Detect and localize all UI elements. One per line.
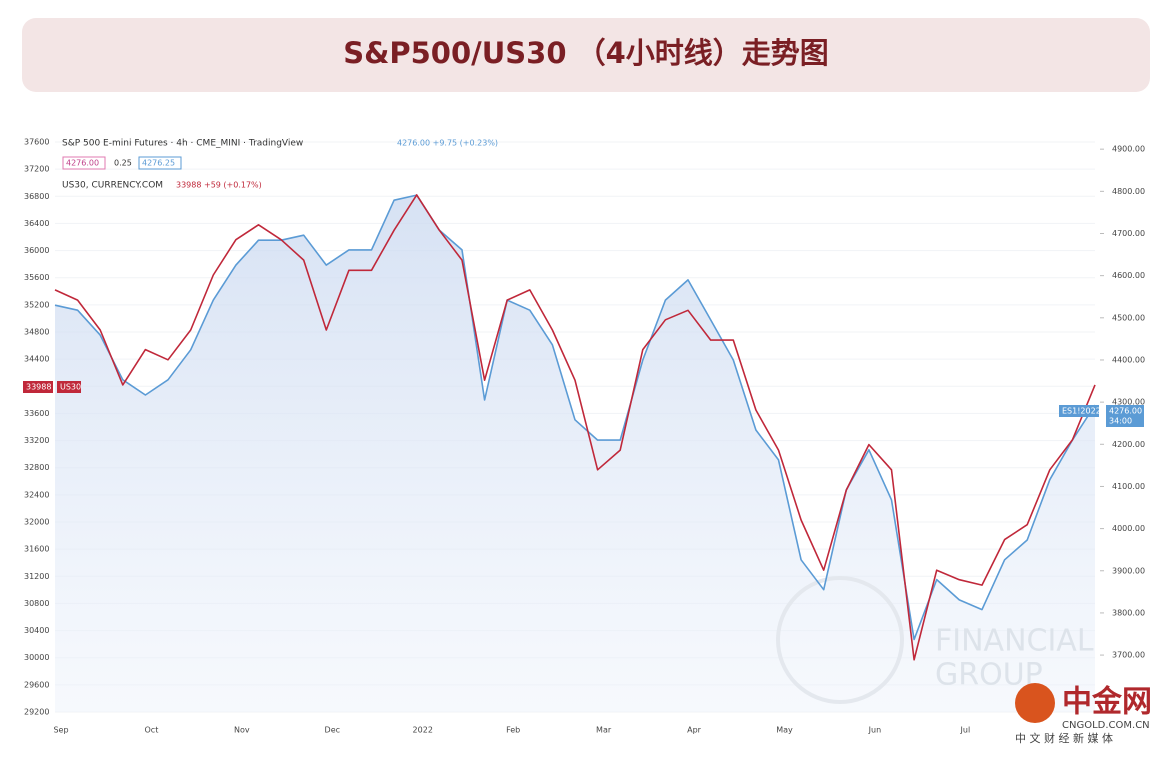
price-tag [23,381,53,393]
y-tick-label: 37600 [24,138,49,147]
price-tag [57,381,81,393]
y-tick-label: 29600 [24,680,49,689]
y-tick-label: 30400 [24,626,49,635]
legend-entry: S&P 500 E-mini Futures · 4h · CME_MINI ·… [62,139,303,149]
brand-tagline: 中 文 财 经 新 媒 体 [1015,731,1113,745]
annotation: 4276.00 [66,159,99,168]
y2-tick-label: 4400.00 [1112,355,1145,364]
x-tick-label: Oct [145,726,159,735]
header-box [22,18,1150,92]
y2-tick-label: 4000.00 [1112,524,1145,533]
y-tick-label: 32800 [24,463,49,472]
annotation: 4276.00 +9.75 (+0.23%) [397,139,498,148]
y-tick-label: 36000 [24,246,49,255]
annotation: 33988 [26,383,51,392]
y-tick-label: 29200 [24,708,49,717]
x-tick-label: Nov [234,726,250,735]
y-tick-label: 30800 [24,599,49,608]
annotation: 33988 +59 (+0.17%) [176,181,262,190]
y-tick-label: 32000 [24,518,49,527]
y2-tick-label: 4200.00 [1112,440,1145,449]
y-tick-label: 33200 [24,436,49,445]
annotation: 0.25 [114,159,132,168]
x-tick-label: Jul [960,726,971,735]
price-tag [1106,405,1144,417]
y2-tick-label: 4900.00 [1112,145,1145,154]
price-tag [1059,405,1099,417]
annotation: US30 [60,383,81,392]
x-tick-label: Dec [325,726,340,735]
brand-site: CNGOLD.COM.CN [1062,720,1150,731]
y-tick-label: 33600 [24,409,49,418]
y2-tick-label: 4800.00 [1112,187,1145,196]
y-tick-label: 36400 [24,219,49,228]
watermark: FINANCIAL [935,624,1094,659]
annotation: 4276.00 [1109,407,1142,416]
y-tick-label: 35200 [24,300,49,309]
price-tag [1106,415,1144,427]
x-tick-label: Mar [596,726,612,735]
y-tick-label: 31600 [24,545,49,554]
x-tick-label: Feb [506,726,520,735]
y2-tick-label: 4700.00 [1112,229,1145,238]
price-tag [138,156,182,170]
y2-tick-label: 4500.00 [1112,313,1145,322]
x-tick-label: Sep [53,726,68,735]
header-title: S&P500/US30 （4小时线）走势图 [343,36,829,70]
y2-tick-label: 4300.00 [1112,398,1145,407]
annotation: 4276.25 [142,159,175,168]
y2-tick-label: 3800.00 [1112,608,1145,617]
y-tick-label: 37200 [24,165,49,174]
x-tick-label: Apr [687,726,702,735]
x-tick-label: May [776,726,793,735]
legend-entry: US30, CURRENCY.COM [62,181,163,191]
annotation: 34:00 [1109,417,1132,426]
y-tick-label: 31200 [24,572,49,581]
area-fill [55,195,1095,713]
brand-icon [1015,683,1055,723]
y2-tick-label: 4100.00 [1112,482,1145,491]
brand-logo: 中金网 [1062,685,1152,720]
series-line [54,194,1096,641]
y-tick-label: 34800 [24,328,49,337]
y-tick-label: 32400 [24,490,49,499]
series-line [54,194,1096,661]
x-tick-label: Jun [868,726,882,735]
annotation: ES1!2022 [1062,407,1101,416]
y2-tick-label: 4600.00 [1112,271,1145,280]
y-tick-label: 30000 [24,653,49,662]
watermark-logo [776,576,904,704]
y-tick-label: 34400 [24,355,49,364]
price-tag [62,156,106,170]
y-tick-label: 36800 [24,192,49,201]
y2-tick-label: 3900.00 [1112,566,1145,575]
x-tick-label: 2022 [413,726,433,735]
y-tick-label: 35600 [24,273,49,282]
y2-tick-label: 3700.00 [1112,651,1145,660]
